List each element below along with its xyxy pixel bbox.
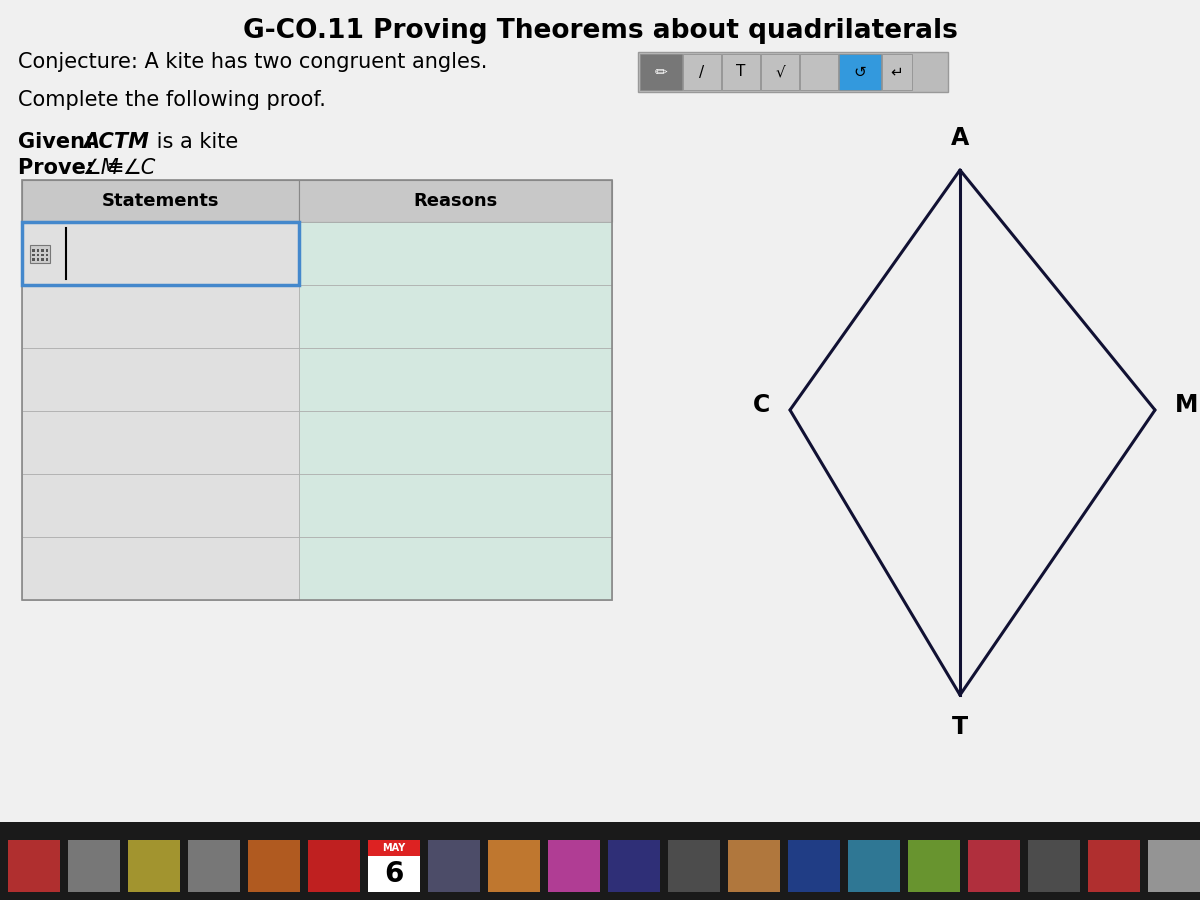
Bar — [46, 258, 48, 260]
Text: ≡: ≡ — [107, 158, 125, 178]
Bar — [36, 258, 38, 260]
Bar — [32, 254, 35, 256]
Bar — [32, 249, 35, 251]
Text: 6: 6 — [384, 860, 403, 888]
Bar — [299, 474, 612, 537]
Text: M: M — [1175, 393, 1199, 417]
Bar — [299, 537, 612, 600]
Bar — [368, 840, 420, 856]
Bar — [308, 840, 360, 892]
Bar — [188, 840, 240, 892]
Bar — [36, 254, 38, 256]
Bar — [640, 54, 682, 90]
Bar — [368, 840, 420, 892]
Bar — [8, 840, 60, 892]
Text: Prove:: Prove: — [18, 158, 102, 178]
Bar — [761, 54, 799, 90]
Bar — [41, 258, 43, 260]
Bar — [41, 254, 43, 256]
Text: T: T — [737, 65, 745, 79]
Bar — [22, 474, 299, 537]
Bar — [32, 258, 35, 260]
Bar — [299, 180, 612, 222]
Bar — [968, 840, 1020, 892]
Bar — [299, 285, 612, 348]
Text: /: / — [700, 65, 704, 79]
Text: Reasons: Reasons — [414, 192, 498, 210]
Text: Conjecture: A kite has two congruent angles.: Conjecture: A kite has two congruent ang… — [18, 52, 487, 72]
Bar — [22, 537, 299, 600]
Bar — [608, 840, 660, 892]
Bar — [22, 411, 299, 474]
Text: ↺: ↺ — [853, 65, 866, 79]
Bar — [722, 54, 760, 90]
Bar — [488, 840, 540, 892]
Bar — [848, 840, 900, 892]
Bar — [68, 840, 120, 892]
Text: Given:: Given: — [18, 132, 101, 152]
Text: T: T — [952, 715, 968, 739]
Bar — [299, 222, 612, 285]
Bar — [368, 840, 420, 892]
Bar — [299, 411, 612, 474]
Bar — [800, 54, 838, 90]
Bar — [728, 840, 780, 892]
Bar — [839, 54, 881, 90]
Bar — [46, 249, 48, 251]
Bar — [882, 54, 912, 90]
Text: ACTM: ACTM — [83, 132, 149, 152]
Text: ∠C: ∠C — [122, 158, 155, 178]
Bar — [908, 840, 960, 892]
Bar — [299, 348, 612, 411]
Text: ↵: ↵ — [890, 65, 904, 79]
Bar — [1148, 840, 1200, 892]
Bar — [638, 52, 948, 92]
Bar — [22, 222, 299, 285]
Bar — [683, 54, 721, 90]
Text: C: C — [752, 393, 770, 417]
Bar — [0, 822, 1200, 900]
Text: ✏: ✏ — [655, 65, 667, 79]
Bar — [248, 840, 300, 892]
Bar — [1088, 840, 1140, 892]
Bar — [30, 245, 50, 263]
Bar — [22, 348, 299, 411]
Bar — [22, 285, 299, 348]
Text: ∠M: ∠M — [82, 158, 119, 178]
Bar — [46, 254, 48, 256]
Bar — [41, 249, 43, 251]
Text: A: A — [950, 126, 970, 150]
Bar — [1028, 840, 1080, 892]
Bar — [36, 249, 38, 251]
Bar — [22, 222, 299, 285]
Bar — [128, 840, 180, 892]
Bar — [22, 180, 612, 600]
Text: Complete the following proof.: Complete the following proof. — [18, 90, 326, 110]
Bar — [428, 840, 480, 892]
Text: √: √ — [775, 65, 785, 79]
Bar — [668, 840, 720, 892]
Text: is a kite: is a kite — [150, 132, 239, 152]
Text: G-CO.11 Proving Theorems about quadrilaterals: G-CO.11 Proving Theorems about quadrilat… — [242, 18, 958, 44]
Text: Statements: Statements — [102, 192, 220, 210]
Text: MAY: MAY — [383, 843, 406, 853]
Bar — [548, 840, 600, 892]
Bar — [788, 840, 840, 892]
Bar — [22, 180, 299, 222]
